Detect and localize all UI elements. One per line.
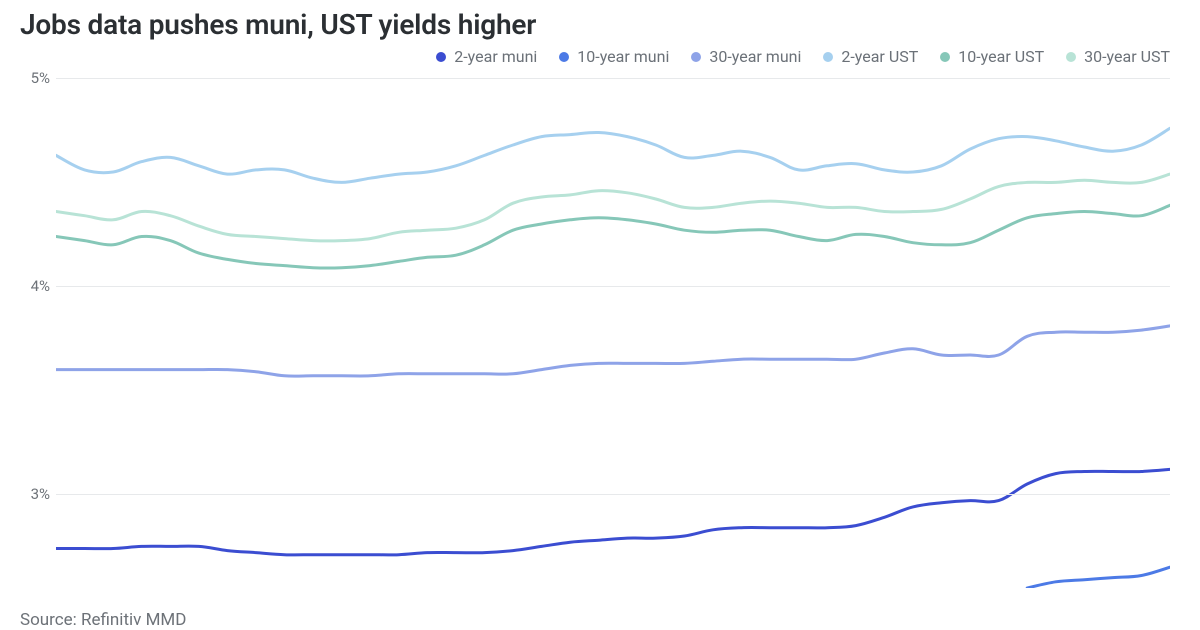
legend-item-muni30: 30-year muni (691, 47, 801, 66)
legend-item-ust30: 30-year UST (1066, 47, 1170, 66)
legend-label: 30-year muni (709, 47, 801, 66)
source-attribution: Source: Refinitiv MMD (20, 610, 186, 630)
legend-swatch-icon (691, 52, 701, 62)
grid-line (56, 286, 1170, 287)
legend-swatch-icon (1066, 52, 1076, 62)
legend-label: 2-year UST (841, 47, 918, 66)
legend-swatch-icon (559, 52, 569, 62)
legend-swatch-icon (823, 52, 833, 62)
chart-svg (56, 68, 1170, 588)
legend-label: 10-year UST (958, 47, 1044, 66)
chart-container: Jobs data pushes muni, UST yields higher… (0, 0, 1200, 630)
series-muni10 (1027, 567, 1170, 588)
chart-title: Jobs data pushes muni, UST yields higher (20, 8, 1180, 41)
legend-label: 10-year muni (577, 47, 669, 66)
legend-item-muni2: 2-year muni (436, 47, 537, 66)
legend-item-ust10: 10-year UST (940, 47, 1044, 66)
legend-label: 30-year UST (1084, 47, 1170, 66)
grid-line (56, 494, 1170, 495)
legend-item-ust2: 2-year UST (823, 47, 918, 66)
series-muni30 (56, 326, 1170, 376)
plot-area: 3%4%5% (56, 68, 1170, 588)
series-ust30 (56, 174, 1170, 241)
y-axis-tick-label: 5% (31, 69, 50, 87)
series-ust2 (56, 128, 1170, 182)
legend-swatch-icon (436, 52, 446, 62)
y-axis-tick-label: 3% (31, 485, 50, 503)
grid-line (56, 78, 1170, 79)
legend-swatch-icon (940, 52, 950, 62)
series-ust10 (56, 205, 1170, 268)
legend-label: 2-year muni (454, 47, 537, 66)
series-muni2 (56, 469, 1170, 554)
legend-item-muni10: 10-year muni (559, 47, 669, 66)
y-axis-tick-label: 4% (31, 277, 50, 295)
legend: 2-year muni 10-year muni 30-year muni 2-yea… (20, 47, 1180, 66)
